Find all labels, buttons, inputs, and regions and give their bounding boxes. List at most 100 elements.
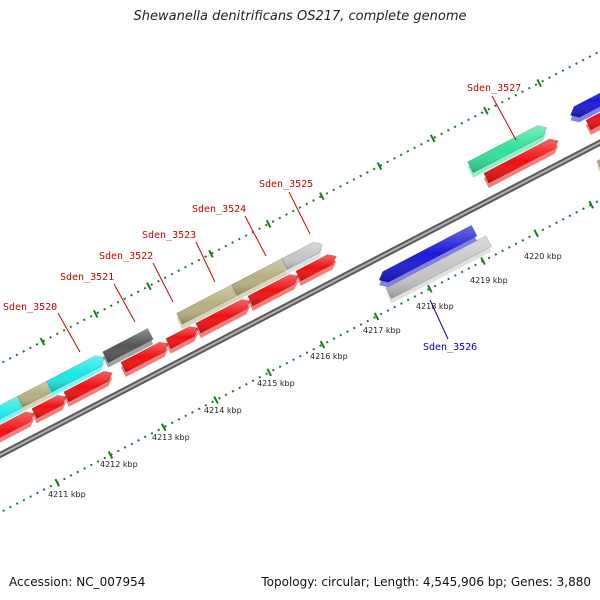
minor-tick [136, 290, 140, 294]
major-tick [319, 192, 325, 201]
minor-tick [62, 328, 66, 332]
gene-sden-3525-shine [281, 242, 323, 270]
minor-tick [291, 209, 295, 213]
major-tick [213, 396, 219, 405]
minor-tick [264, 223, 268, 227]
minor-tick [238, 386, 241, 390]
minor-tick [22, 350, 25, 353]
minor-tick [204, 255, 207, 258]
gene-label[interactable]: Sden_3526 [423, 342, 477, 353]
minor-tick [245, 382, 248, 386]
minor-tick [318, 195, 322, 199]
scale-label: 4213 kbp [152, 433, 190, 442]
minor-tick [521, 238, 525, 242]
cds-forward-shine [483, 139, 559, 183]
minor-tick [440, 132, 443, 136]
minor-tick [89, 463, 93, 467]
minor-tick [325, 340, 329, 344]
minor-tick [325, 192, 329, 195]
minor-tick [345, 181, 349, 185]
gene-leader-line [152, 262, 174, 303]
minor-tick [2, 509, 6, 512]
minor-tick [224, 393, 228, 397]
minor-tick [548, 224, 552, 228]
gene-label[interactable]: Sden_3522 [99, 251, 153, 262]
scale-label: 4217 kbp [363, 326, 401, 335]
minor-tick [292, 358, 295, 362]
minor-tick [123, 446, 127, 449]
minor-tick [278, 365, 282, 369]
gene-label[interactable]: Sden_3525 [259, 179, 313, 190]
gene-leader-line [288, 191, 311, 235]
gene-label[interactable]: Sden_3527 [467, 83, 521, 94]
minor-tick [373, 316, 376, 319]
minor-tick [42, 488, 46, 491]
minor-tick [400, 302, 403, 305]
minor-tick [319, 344, 322, 347]
major-tick [39, 337, 46, 346]
minor-tick [231, 389, 235, 393]
minor-tick [487, 107, 491, 111]
minor-tick [554, 72, 558, 76]
cds-forward-shine [295, 254, 337, 281]
gene-next-forward-shine [570, 93, 600, 118]
minor-tick [244, 234, 248, 237]
gene-label[interactable]: Sden_3520 [3, 302, 57, 313]
gene-label[interactable]: Sden_3521 [60, 272, 114, 283]
minor-tick [123, 297, 127, 301]
minor-tick [406, 298, 410, 302]
minor-tick [305, 202, 309, 206]
minor-tick [211, 251, 214, 255]
major-tick [533, 229, 539, 238]
minor-tick [427, 288, 430, 291]
minor-tick [163, 276, 167, 280]
minor-tick [69, 325, 73, 329]
gene-label[interactable]: Sden_3523 [142, 230, 196, 241]
minor-tick [393, 157, 396, 160]
minor-tick [177, 417, 181, 421]
minor-tick [29, 346, 32, 350]
major-tick [483, 106, 489, 115]
minor-tick [36, 491, 39, 495]
minor-tick [447, 277, 450, 281]
minor-tick [258, 375, 262, 379]
minor-tick [453, 274, 457, 277]
minor-tick [103, 307, 106, 311]
minor-tick [575, 62, 578, 65]
minor-tick [386, 160, 389, 164]
minor-tick [298, 354, 302, 358]
backbone-line [0, 141, 600, 457]
major-tick [588, 200, 594, 209]
minor-tick [467, 267, 471, 270]
minor-tick [8, 357, 12, 360]
gene-leader-line [491, 95, 517, 141]
gene-sden-3520-c-shine [46, 355, 105, 392]
gene-reverse-edge-shine [596, 159, 600, 168]
minor-tick [595, 200, 599, 204]
backbone-layer [0, 139, 600, 459]
major-tick [265, 219, 272, 228]
minor-tick [339, 185, 342, 188]
gene-label[interactable]: Sden_3524 [192, 204, 246, 215]
minor-tick [190, 262, 194, 265]
minor-tick [413, 295, 417, 298]
minor-tick [110, 453, 113, 456]
major-tick [107, 450, 114, 459]
minor-tick [143, 286, 147, 290]
minor-tick [157, 279, 160, 283]
gene-leader-line [244, 215, 267, 257]
minor-tick [251, 230, 255, 234]
minor-tick [507, 246, 511, 249]
minor-tick [231, 241, 234, 244]
minor-tick [170, 421, 174, 425]
minor-tick [352, 178, 356, 181]
minor-tick [15, 353, 19, 357]
minor-tick [426, 139, 430, 143]
leader-layer [57, 95, 517, 353]
minor-tick [184, 265, 187, 269]
minor-tick [143, 435, 147, 439]
minor-tick [473, 114, 477, 118]
minor-tick [211, 400, 215, 404]
minor-tick [352, 326, 356, 330]
